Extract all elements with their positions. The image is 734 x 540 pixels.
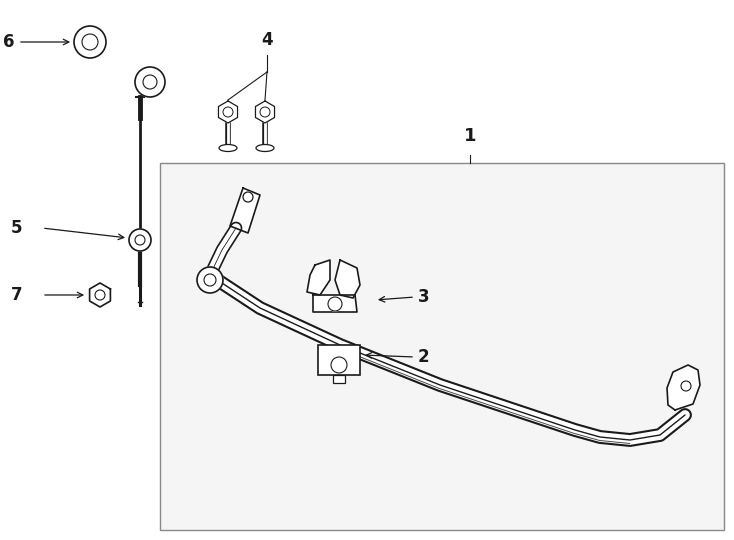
Polygon shape	[307, 260, 330, 295]
Polygon shape	[90, 283, 110, 307]
Circle shape	[328, 297, 342, 311]
Text: 4: 4	[261, 31, 273, 49]
Ellipse shape	[219, 145, 237, 152]
Circle shape	[204, 274, 216, 286]
Polygon shape	[255, 101, 275, 123]
Text: 1: 1	[464, 127, 476, 145]
Text: 3: 3	[418, 288, 429, 306]
Circle shape	[143, 75, 157, 89]
Bar	[160, 163, 724, 530]
Circle shape	[260, 107, 270, 117]
Polygon shape	[335, 260, 360, 298]
Circle shape	[95, 290, 105, 300]
Polygon shape	[313, 295, 357, 312]
Circle shape	[74, 26, 106, 58]
Polygon shape	[219, 101, 238, 123]
Circle shape	[243, 192, 253, 202]
Circle shape	[129, 229, 151, 251]
Ellipse shape	[256, 145, 274, 152]
Polygon shape	[230, 188, 260, 233]
Text: 7: 7	[10, 286, 22, 304]
Circle shape	[223, 107, 233, 117]
Bar	[318, 345, 360, 375]
Circle shape	[681, 381, 691, 391]
Polygon shape	[667, 365, 700, 410]
Circle shape	[82, 34, 98, 50]
Bar	[333, 375, 345, 383]
Text: 6: 6	[4, 33, 15, 51]
Circle shape	[197, 267, 223, 293]
Circle shape	[135, 67, 165, 97]
Text: 5: 5	[10, 219, 22, 237]
Text: 2: 2	[418, 348, 429, 366]
Circle shape	[135, 235, 145, 245]
Circle shape	[331, 357, 347, 373]
